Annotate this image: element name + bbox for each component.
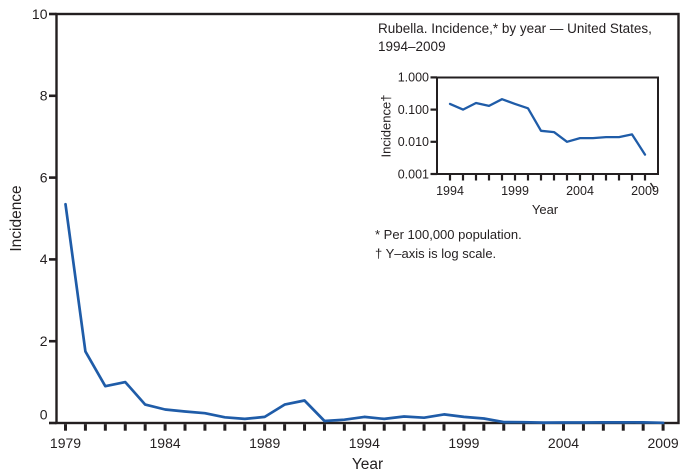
inset-chart-title: Rubella. Incidence,* by year — United St… xyxy=(378,20,678,56)
main-data-line xyxy=(64,202,665,425)
inset-y-tick-label: 0.001 xyxy=(398,167,429,181)
inset-x-tick-label: 2004 xyxy=(566,184,594,198)
main-x-tick-label: 1999 xyxy=(448,435,479,451)
main-y-tick-label: 10 xyxy=(32,6,48,22)
inset-title-line1: Rubella. Incidence,* by year — United St… xyxy=(378,21,652,36)
main-x-tick-label: 1989 xyxy=(249,435,280,451)
inset-x-tick-label: 1994 xyxy=(436,184,464,198)
main-x-tick-label: 1979 xyxy=(50,435,81,451)
inset-y-tick-label: 0.100 xyxy=(398,103,429,117)
main-y-tick-label: 4 xyxy=(40,251,48,267)
inset-x-tick-label: 2009 xyxy=(631,184,659,198)
footnote-per-100000: * Per 100,000 population. xyxy=(375,227,522,242)
main-x-axis-title: Year xyxy=(352,456,383,473)
main-x-tick-label: 1984 xyxy=(150,435,181,451)
inset-y-tick-label: 0.010 xyxy=(398,135,429,149)
main-chart: 1979 1984 1989 1994 1999 2004 2009 0 2 4 6 8 10 xyxy=(32,6,680,451)
inset-plot-box xyxy=(436,76,659,175)
main-x-tick-label: 2009 xyxy=(648,435,679,451)
stray-tick-mark xyxy=(649,182,656,190)
footnote-log-scale: † Y–axis is log scale. xyxy=(375,245,497,261)
main-plot-box xyxy=(55,12,680,425)
footnotes: * Per 100,000 population. † Y–axis is lo… xyxy=(375,226,522,263)
inset-chart: 1994 1999 2004 2009 0.001 0.010 0.100 1.000 xyxy=(398,71,659,198)
main-x-tick-label: 1994 xyxy=(349,435,380,451)
main-y-tick-label: 8 xyxy=(40,88,48,104)
main-y-axis-title: Incidence xyxy=(8,185,25,251)
main-y-tick-label: 2 xyxy=(40,333,48,349)
inset-y-axis-title: Incidence† xyxy=(379,95,394,158)
inset-title-line2: 1994–2009 xyxy=(378,39,446,54)
main-y-tick-label: 0 xyxy=(40,406,48,422)
inset-x-tick-label: 1999 xyxy=(501,184,529,198)
main-y-tick-label: 6 xyxy=(40,169,48,185)
main-x-tick-label: 2004 xyxy=(548,435,579,451)
inset-x-axis-title: Year xyxy=(532,202,559,217)
inset-data-line xyxy=(448,98,647,156)
inset-y-tick-label: 1.000 xyxy=(398,71,429,85)
